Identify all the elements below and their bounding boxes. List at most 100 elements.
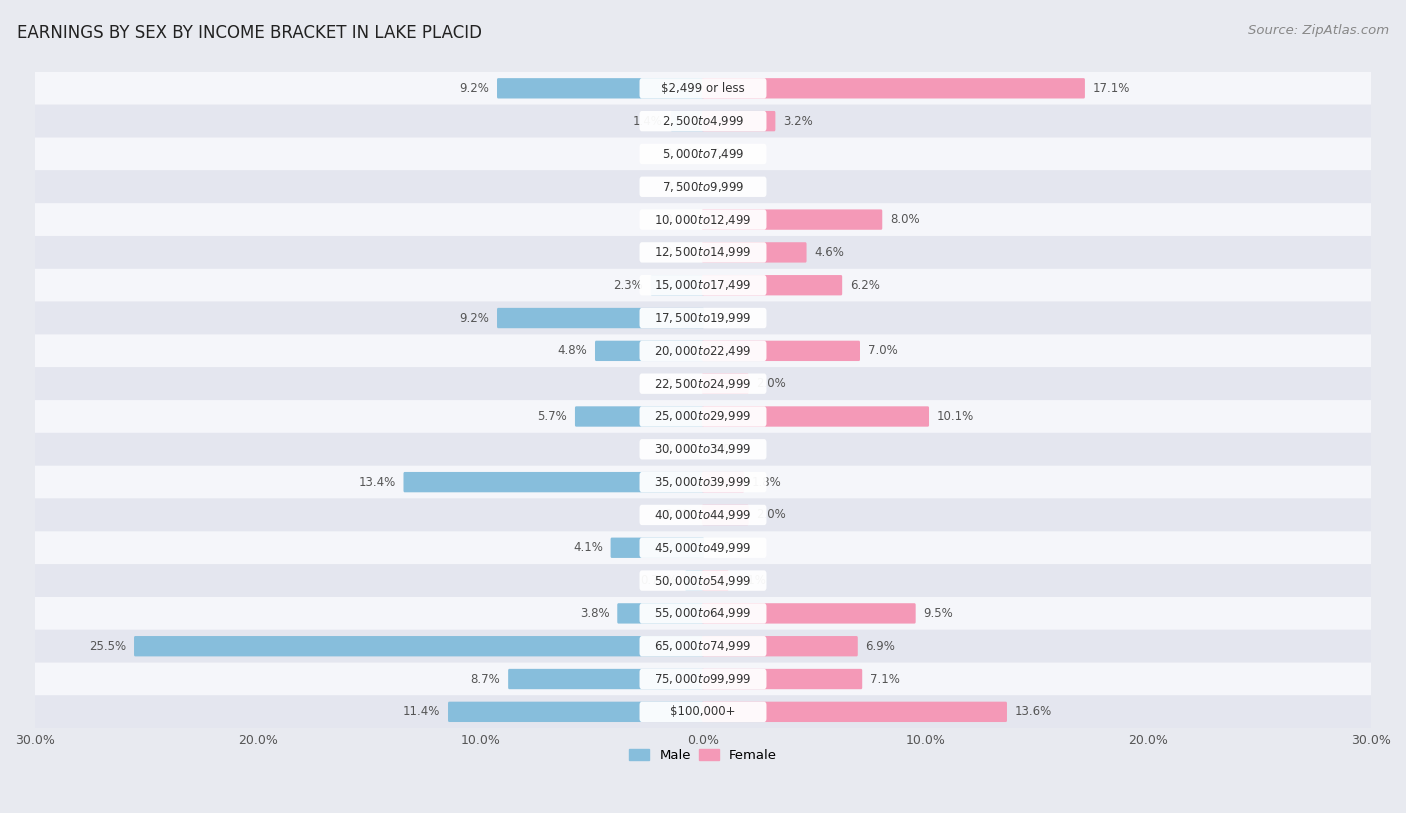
FancyBboxPatch shape	[640, 603, 766, 624]
Text: 0.0%: 0.0%	[665, 180, 695, 193]
Text: 2.3%: 2.3%	[613, 279, 643, 292]
Text: $75,000 to $99,999: $75,000 to $99,999	[654, 672, 752, 686]
Text: $2,499 or less: $2,499 or less	[661, 82, 745, 95]
Text: $50,000 to $54,999: $50,000 to $54,999	[654, 574, 752, 588]
Text: 17.1%: 17.1%	[1092, 82, 1130, 95]
Text: 0.0%: 0.0%	[711, 180, 741, 193]
FancyBboxPatch shape	[595, 341, 704, 361]
FancyBboxPatch shape	[35, 630, 1371, 663]
FancyBboxPatch shape	[640, 308, 766, 328]
FancyBboxPatch shape	[702, 603, 915, 624]
Text: $35,000 to $39,999: $35,000 to $39,999	[654, 475, 752, 489]
FancyBboxPatch shape	[640, 144, 766, 164]
Text: $20,000 to $22,499: $20,000 to $22,499	[654, 344, 752, 358]
Text: 9.2%: 9.2%	[460, 82, 489, 95]
Text: 1.4%: 1.4%	[633, 115, 662, 128]
Text: 3.8%: 3.8%	[579, 606, 609, 620]
Text: $17,500 to $19,999: $17,500 to $19,999	[654, 311, 752, 325]
FancyBboxPatch shape	[35, 498, 1371, 532]
FancyBboxPatch shape	[640, 571, 766, 591]
FancyBboxPatch shape	[35, 203, 1371, 236]
Text: 0.0%: 0.0%	[711, 541, 741, 554]
FancyBboxPatch shape	[702, 702, 1007, 722]
Text: 5.7%: 5.7%	[537, 410, 567, 423]
Text: 9.5%: 9.5%	[924, 606, 953, 620]
Text: 1.1%: 1.1%	[737, 574, 766, 587]
Text: EARNINGS BY SEX BY INCOME BRACKET IN LAKE PLACID: EARNINGS BY SEX BY INCOME BRACKET IN LAK…	[17, 24, 482, 42]
FancyBboxPatch shape	[35, 236, 1371, 269]
FancyBboxPatch shape	[404, 472, 704, 493]
FancyBboxPatch shape	[496, 78, 704, 98]
Text: 2.0%: 2.0%	[756, 377, 786, 390]
Text: 0.0%: 0.0%	[665, 443, 695, 456]
Text: $65,000 to $74,999: $65,000 to $74,999	[654, 639, 752, 653]
FancyBboxPatch shape	[35, 433, 1371, 466]
Text: 0.0%: 0.0%	[665, 147, 695, 160]
FancyBboxPatch shape	[640, 472, 766, 493]
Text: $30,000 to $34,999: $30,000 to $34,999	[654, 442, 752, 456]
Text: 0.0%: 0.0%	[665, 377, 695, 390]
FancyBboxPatch shape	[702, 275, 842, 295]
FancyBboxPatch shape	[671, 111, 704, 132]
Text: $12,500 to $14,999: $12,500 to $14,999	[654, 246, 752, 259]
FancyBboxPatch shape	[640, 373, 766, 393]
Text: 0.0%: 0.0%	[665, 508, 695, 521]
FancyBboxPatch shape	[496, 308, 704, 328]
FancyBboxPatch shape	[575, 406, 704, 427]
Text: 0.0%: 0.0%	[665, 213, 695, 226]
FancyBboxPatch shape	[702, 472, 744, 493]
Text: $2,500 to $4,999: $2,500 to $4,999	[662, 114, 744, 128]
Text: 8.0%: 8.0%	[890, 213, 920, 226]
Text: 7.0%: 7.0%	[868, 345, 897, 358]
FancyBboxPatch shape	[610, 537, 704, 558]
Text: $25,000 to $29,999: $25,000 to $29,999	[654, 410, 752, 424]
FancyBboxPatch shape	[702, 242, 807, 263]
FancyBboxPatch shape	[35, 334, 1371, 367]
FancyBboxPatch shape	[35, 564, 1371, 597]
Text: 13.4%: 13.4%	[359, 476, 395, 489]
Text: 0.0%: 0.0%	[711, 443, 741, 456]
Text: $55,000 to $64,999: $55,000 to $64,999	[654, 606, 752, 620]
FancyBboxPatch shape	[35, 105, 1371, 137]
FancyBboxPatch shape	[640, 111, 766, 132]
FancyBboxPatch shape	[640, 242, 766, 263]
Text: $22,500 to $24,999: $22,500 to $24,999	[654, 376, 752, 391]
Text: 4.1%: 4.1%	[572, 541, 603, 554]
FancyBboxPatch shape	[702, 406, 929, 427]
FancyBboxPatch shape	[134, 636, 704, 656]
FancyBboxPatch shape	[702, 341, 860, 361]
Text: $100,000+: $100,000+	[671, 706, 735, 719]
FancyBboxPatch shape	[35, 137, 1371, 171]
Text: Source: ZipAtlas.com: Source: ZipAtlas.com	[1249, 24, 1389, 37]
FancyBboxPatch shape	[651, 275, 704, 295]
FancyBboxPatch shape	[640, 636, 766, 656]
Legend: Male, Female: Male, Female	[624, 744, 782, 767]
FancyBboxPatch shape	[702, 78, 1085, 98]
FancyBboxPatch shape	[35, 367, 1371, 400]
FancyBboxPatch shape	[702, 111, 775, 132]
Text: 7.1%: 7.1%	[870, 672, 900, 685]
FancyBboxPatch shape	[35, 597, 1371, 630]
FancyBboxPatch shape	[640, 78, 766, 98]
FancyBboxPatch shape	[640, 210, 766, 230]
Text: 6.2%: 6.2%	[851, 279, 880, 292]
Text: 11.4%: 11.4%	[404, 706, 440, 719]
FancyBboxPatch shape	[702, 505, 748, 525]
Text: 6.9%: 6.9%	[866, 640, 896, 653]
FancyBboxPatch shape	[640, 439, 766, 459]
FancyBboxPatch shape	[35, 466, 1371, 498]
Text: $45,000 to $49,999: $45,000 to $49,999	[654, 541, 752, 554]
FancyBboxPatch shape	[35, 663, 1371, 695]
FancyBboxPatch shape	[640, 505, 766, 525]
FancyBboxPatch shape	[640, 669, 766, 689]
FancyBboxPatch shape	[617, 603, 704, 624]
FancyBboxPatch shape	[702, 571, 728, 591]
Text: $10,000 to $12,499: $10,000 to $12,499	[654, 212, 752, 227]
Text: 8.7%: 8.7%	[471, 672, 501, 685]
Text: 0.0%: 0.0%	[711, 311, 741, 324]
FancyBboxPatch shape	[35, 532, 1371, 564]
FancyBboxPatch shape	[702, 210, 882, 230]
Text: $15,000 to $17,499: $15,000 to $17,499	[654, 278, 752, 292]
Text: 4.8%: 4.8%	[557, 345, 588, 358]
Text: 13.6%: 13.6%	[1015, 706, 1052, 719]
